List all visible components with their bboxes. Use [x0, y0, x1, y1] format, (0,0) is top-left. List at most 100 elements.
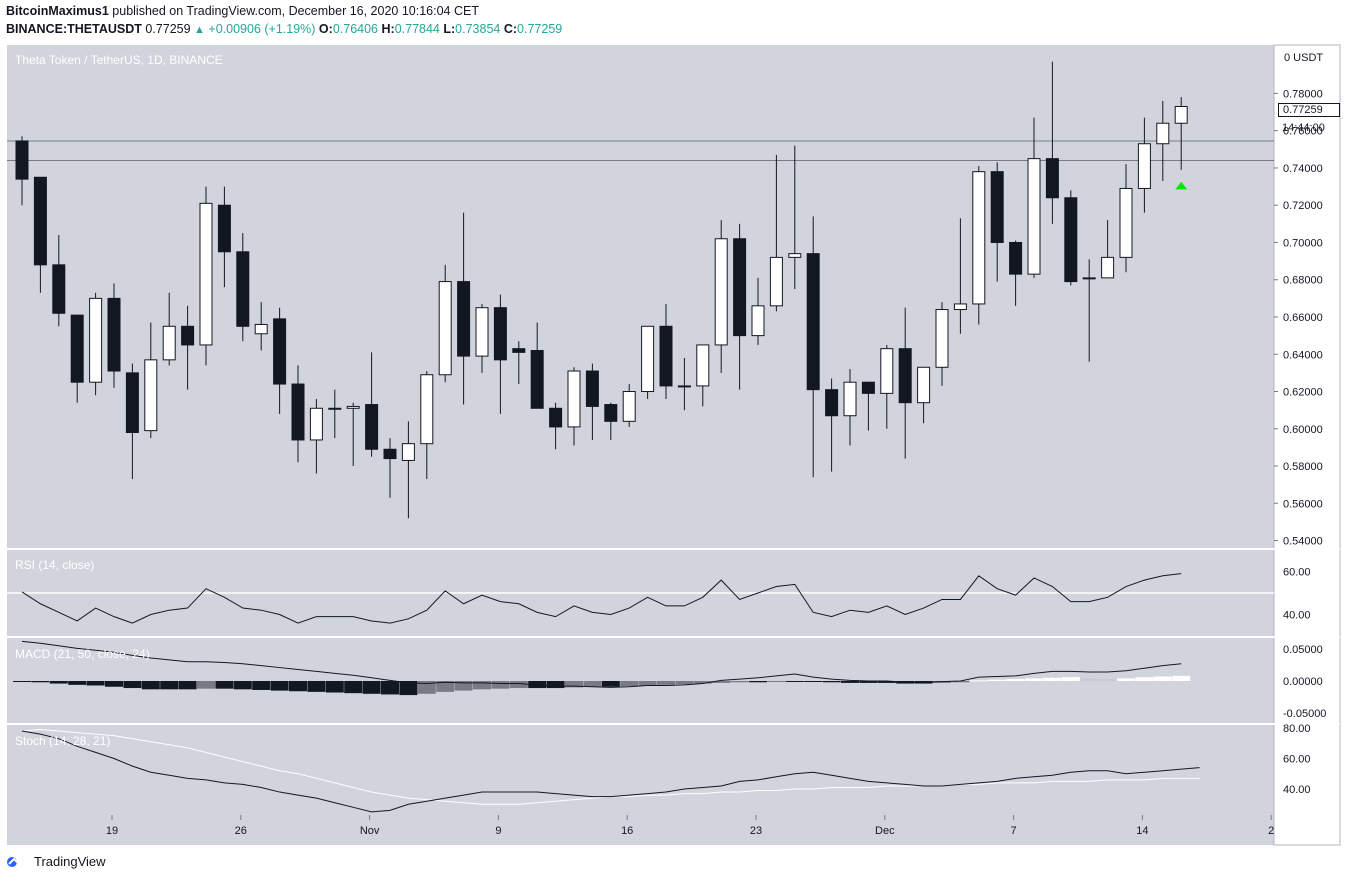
macd-histogram-bar [491, 681, 510, 689]
candle [1137, 117, 1151, 213]
candle-body [567, 370, 581, 428]
price-tick-label: 0.64000 [1283, 349, 1323, 361]
time-tick-label: 9 [495, 825, 501, 837]
stoch-k-line [21, 730, 1200, 813]
candle-body [843, 381, 857, 417]
price-tick-label: 0.62000 [1283, 387, 1323, 399]
price-axis-bg [1273, 44, 1341, 846]
candle-body [199, 202, 213, 346]
macd-histogram-bar [31, 681, 50, 683]
candle [751, 277, 765, 345]
macd-histogram-bar [1043, 677, 1062, 681]
candle-body [125, 372, 139, 433]
candle-body [1027, 158, 1041, 275]
time-tick-label: 14 [1136, 825, 1148, 837]
close-value: 0.77259 [517, 22, 563, 36]
chart-canvas[interactable]: 0.78000 0.76000 0.74000 0.72000 0.70000 0.680… [0, 0, 1347, 850]
candle [107, 283, 121, 388]
candle-body [493, 307, 507, 361]
candle-body [144, 359, 158, 432]
candle-body [1082, 277, 1096, 280]
main-pane-bg [7, 45, 1274, 548]
macd-histogram-bar [325, 681, 344, 693]
low-label: L: [443, 22, 456, 36]
stoch-label: Stoch (14, 28, 21) [15, 734, 111, 748]
candle-body [254, 323, 268, 335]
candle-body [273, 318, 287, 385]
candle [769, 154, 783, 312]
macd-histogram-bar [417, 681, 436, 694]
open-label: O: [318, 22, 333, 36]
macd-histogram-bar [436, 681, 455, 692]
candle [622, 384, 636, 427]
candle [273, 307, 287, 414]
candle [953, 218, 967, 334]
brand-name[interactable]: TradingView [34, 854, 106, 869]
candle-body [1174, 105, 1188, 124]
candle-body [1101, 256, 1115, 279]
candle-body [457, 281, 471, 357]
low-value: 0.73854 [455, 22, 501, 36]
candle [1045, 61, 1059, 224]
candle [1174, 97, 1188, 170]
candle [401, 421, 415, 519]
candle-body [365, 404, 379, 450]
up-triangle-icon: ▲ [194, 24, 205, 36]
price-tick-label: 0.60000 [1283, 424, 1323, 436]
macd-histogram-bar [601, 681, 620, 687]
candle [917, 366, 931, 424]
candle-body [512, 348, 526, 353]
candle-body [641, 325, 655, 393]
candle-body [346, 405, 360, 409]
macd-histogram-bar [1117, 678, 1135, 681]
macd-histogram-bar [289, 681, 307, 692]
candle [604, 402, 618, 440]
macd-histogram-bar [859, 681, 878, 683]
candle [530, 322, 544, 409]
symbol-name[interactable]: BINANCE:THETAUSDT [6, 22, 142, 36]
macd-tick-label: 0.05000 [1283, 644, 1323, 656]
macd-histogram-bar [1153, 676, 1172, 681]
macd-histogram-bar [49, 681, 68, 684]
candle-body [953, 303, 967, 311]
price-tick-label: 0.78000 [1283, 88, 1323, 100]
open-value: 0.76406 [332, 22, 378, 36]
macd-histogram-bar [307, 681, 326, 692]
candle-body [217, 204, 231, 253]
countdown-label: 14:44:00 [1282, 122, 1325, 134]
candle [15, 136, 29, 206]
macd-histogram-bar [988, 679, 1007, 681]
candle-body [181, 325, 195, 346]
candle-body [309, 407, 323, 441]
candle [383, 438, 397, 498]
rsi-label: RSI (14, close) [15, 558, 95, 572]
candle [475, 303, 489, 373]
candle [1119, 164, 1133, 273]
candle [328, 389, 342, 439]
candle [806, 216, 820, 478]
candle-body [733, 238, 747, 337]
stoch-tick-label: 80.00 [1283, 723, 1311, 735]
author-name[interactable]: BitcoinMaximus1 [6, 4, 109, 18]
candle-body [70, 314, 84, 383]
price-tick-label: 0.70000 [1283, 237, 1323, 249]
macd-histogram-bar [1025, 678, 1043, 681]
candle-body [420, 374, 434, 445]
candle-body [291, 383, 305, 441]
macd-histogram-bar [86, 681, 105, 686]
macd-histogram-bar [951, 681, 970, 683]
candle-body [328, 407, 342, 410]
macd-histogram-bar [105, 681, 123, 687]
candle-body [1137, 143, 1151, 189]
time-tick-label: Dec [875, 825, 895, 837]
candle-body [990, 171, 1004, 243]
candle-body [714, 238, 728, 346]
macd-histogram-bar [178, 681, 197, 690]
candle-body [972, 171, 986, 305]
macd-histogram-bar [620, 681, 639, 687]
macd-histogram-bar [804, 681, 823, 682]
macd-histogram-bar [233, 681, 252, 690]
macd-histogram-bar [785, 681, 804, 682]
macd-histogram-bar [877, 681, 896, 683]
candle [898, 307, 912, 459]
